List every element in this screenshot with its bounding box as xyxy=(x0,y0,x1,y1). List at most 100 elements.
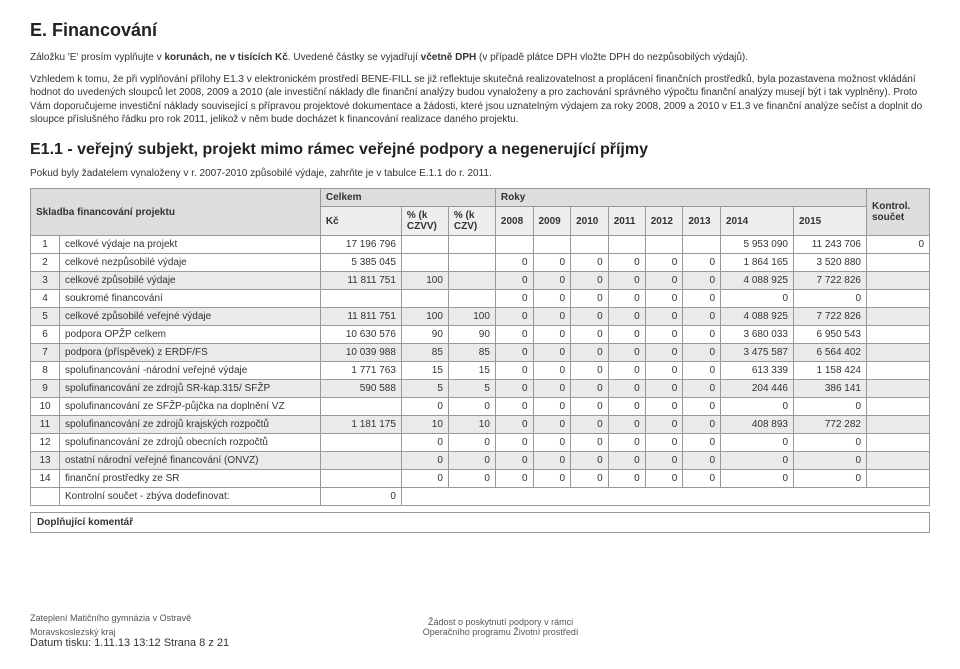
table-cell: 0 xyxy=(645,272,683,290)
col-year: 2012 xyxy=(645,207,683,236)
table-row: 13ostatní národní veřejné financování (O… xyxy=(31,452,930,470)
table-row: 7podpora (příspěvek) z ERDF/FS10 039 988… xyxy=(31,344,930,362)
table-cell: 5 385 045 xyxy=(320,254,401,272)
table-cell: celkové způsobilé veřejné výdaje xyxy=(60,308,321,326)
table-cell: 0 xyxy=(571,362,609,380)
table-cell: 0 xyxy=(495,434,533,452)
table-cell xyxy=(320,470,401,488)
table-cell: 0 xyxy=(533,326,571,344)
col-year: 2015 xyxy=(794,207,867,236)
table-cell: 0 xyxy=(645,470,683,488)
table-row: 8spolufinancování -národní veřejné výdaj… xyxy=(31,362,930,380)
col-kontrol: Kontrol. součet xyxy=(867,189,930,236)
table-cell: finanční prostředky ze SR xyxy=(60,470,321,488)
table-cell: 0 xyxy=(495,272,533,290)
table-cell: 7 722 826 xyxy=(794,308,867,326)
col-pct2: % (k CZV) xyxy=(448,207,495,236)
table-cell xyxy=(401,236,448,254)
table-cell: 0 xyxy=(794,290,867,308)
table-cell: 5 953 090 xyxy=(721,236,794,254)
table-row: 5celkové způsobilé veřejné výdaje11 811 … xyxy=(31,308,930,326)
table-cell: podpora OPŽP celkem xyxy=(60,326,321,344)
table-cell: 0 xyxy=(683,434,721,452)
table-cell: ostatní národní veřejné financování (ONV… xyxy=(60,452,321,470)
table-cell xyxy=(320,290,401,308)
table-cell: 10 039 988 xyxy=(320,344,401,362)
table-cell: 0 xyxy=(495,380,533,398)
table-cell xyxy=(867,398,930,416)
table-cell: 0 xyxy=(645,290,683,308)
table-cell: 0 xyxy=(401,452,448,470)
footer-region: Moravskoslezský kraj xyxy=(30,627,191,637)
table-cell: spolufinancování ze zdrojů SR-kap.315/ S… xyxy=(60,380,321,398)
table-cell: 0 xyxy=(645,452,683,470)
col-skladba: Skladba financování projektu xyxy=(31,189,321,236)
table-cell: 408 893 xyxy=(721,416,794,434)
table-cell xyxy=(867,434,930,452)
table-cell xyxy=(645,236,683,254)
table-cell xyxy=(320,434,401,452)
table-cell: 0 xyxy=(533,380,571,398)
table-cell: 0 xyxy=(683,254,721,272)
section-title: E. Financování xyxy=(30,20,930,41)
table-cell xyxy=(401,254,448,272)
table-cell: 90 xyxy=(448,326,495,344)
footer-program-2: Operačního programu Životní prostředí xyxy=(191,627,810,637)
table-cell: 0 xyxy=(495,254,533,272)
table-cell: 1 xyxy=(31,236,60,254)
table-cell: 0 xyxy=(608,452,645,470)
table-cell: 0 xyxy=(645,398,683,416)
table-cell xyxy=(867,416,930,434)
table-cell: 11 xyxy=(31,416,60,434)
table-cell: 0 xyxy=(608,272,645,290)
table-cell: 0 xyxy=(533,434,571,452)
table-cell: 6 xyxy=(31,326,60,344)
financing-table: Skladba financování projektu Celkem Roky… xyxy=(30,188,930,506)
table-cell xyxy=(448,254,495,272)
table-cell: 0 xyxy=(571,344,609,362)
table-cell: 7 722 826 xyxy=(794,272,867,290)
table-cell: 0 xyxy=(533,272,571,290)
table-cell: 6 950 543 xyxy=(794,326,867,344)
table-cell xyxy=(571,236,609,254)
table-cell: 0 xyxy=(533,290,571,308)
table-cell: 0 xyxy=(571,470,609,488)
table-row: 3celkové způsobilé výdaje11 811 75110000… xyxy=(31,272,930,290)
table-cell: 0 xyxy=(533,308,571,326)
table-cell: spolufinancování ze zdrojů krajských roz… xyxy=(60,416,321,434)
table-cell xyxy=(867,380,930,398)
table-cell: 10 xyxy=(401,416,448,434)
table-cell xyxy=(867,326,930,344)
table-cell: 0 xyxy=(721,470,794,488)
table-cell: spolufinancování -národní veřejné výdaje xyxy=(60,362,321,380)
table-cell: 772 282 xyxy=(794,416,867,434)
table-cell: 11 811 751 xyxy=(320,272,401,290)
table-cell: 0 xyxy=(683,272,721,290)
table-cell: 0 xyxy=(533,362,571,380)
table-cell: 0 xyxy=(608,416,645,434)
table-cell: 0 xyxy=(645,326,683,344)
table-cell: 0 xyxy=(721,290,794,308)
table-cell: 0 xyxy=(645,416,683,434)
table-cell: 0 xyxy=(401,434,448,452)
table-cell: 1 158 424 xyxy=(794,362,867,380)
table-cell xyxy=(448,272,495,290)
table-cell: 0 xyxy=(683,398,721,416)
table-row: 4soukromé financování00000000 xyxy=(31,290,930,308)
table-cell xyxy=(401,290,448,308)
table-cell: 6 564 402 xyxy=(794,344,867,362)
table-cell: 4 xyxy=(31,290,60,308)
table-cell: 0 xyxy=(495,290,533,308)
table-cell: 0 xyxy=(571,416,609,434)
text: (v případě plátce DPH vložte DPH do nezp… xyxy=(476,52,748,63)
table-cell: 0 xyxy=(533,254,571,272)
table-cell: 10 xyxy=(448,416,495,434)
comment-box: Doplňující komentář xyxy=(30,512,930,533)
table-cell: 0 xyxy=(533,398,571,416)
table-cell: 0 xyxy=(645,308,683,326)
table-cell: 90 xyxy=(401,326,448,344)
table-cell: 3 680 033 xyxy=(721,326,794,344)
table-cell: 204 446 xyxy=(721,380,794,398)
table-cell: 0 xyxy=(571,452,609,470)
table-cell: 15 xyxy=(448,362,495,380)
